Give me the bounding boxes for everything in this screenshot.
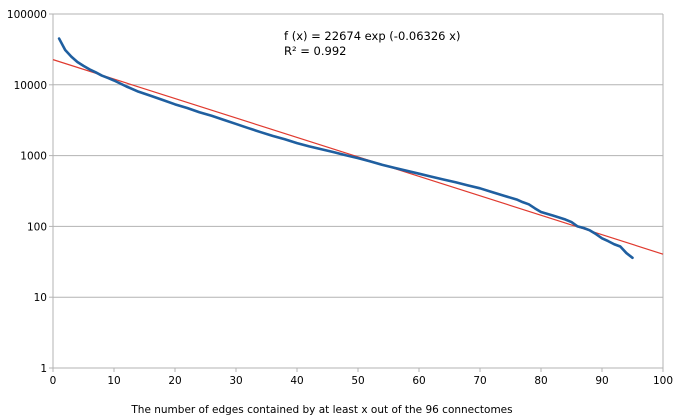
x-axis-label: The number of edges contained by at leas… xyxy=(130,404,512,416)
x-tick-label: 100 xyxy=(653,375,673,387)
data-series-line xyxy=(57,37,634,260)
x-tick-label: 10 xyxy=(107,375,120,387)
r-squared-text: R² = 0.992 xyxy=(284,44,346,58)
y-tick-label: 1 xyxy=(40,363,47,375)
equation-text: f (x) = 22674 exp (-0.06326 x) xyxy=(284,29,460,43)
x-tick-label: 90 xyxy=(595,375,608,387)
x-tick-label: 30 xyxy=(229,375,242,387)
x-tick-label: 60 xyxy=(412,375,425,387)
data-series xyxy=(57,37,634,260)
x-tick-label: 70 xyxy=(473,375,486,387)
x-tick-label: 40 xyxy=(290,375,303,387)
equation-annotation: f (x) = 22674 exp (-0.06326 x) R² = 0.99… xyxy=(284,29,460,58)
y-tick-label: 1000 xyxy=(20,151,47,163)
x-tick-label: 50 xyxy=(351,375,364,387)
y-tick-label: 100 xyxy=(27,221,47,233)
x-tick-label: 0 xyxy=(50,375,57,387)
gridlines xyxy=(53,13,663,369)
y-tick-label: 10 xyxy=(34,292,47,304)
x-tick-label: 80 xyxy=(534,375,547,387)
y-tick-label: 10000 xyxy=(14,80,47,92)
x-tick-labels: 0 10 20 30 40 50 60 70 80 90 100 xyxy=(50,375,673,387)
y-tick-label: 100000 xyxy=(7,9,47,21)
y-tick-labels: 1 10 100 1000 10000 100000 xyxy=(7,9,47,375)
axes xyxy=(49,13,664,372)
x-tick-label: 20 xyxy=(168,375,181,387)
